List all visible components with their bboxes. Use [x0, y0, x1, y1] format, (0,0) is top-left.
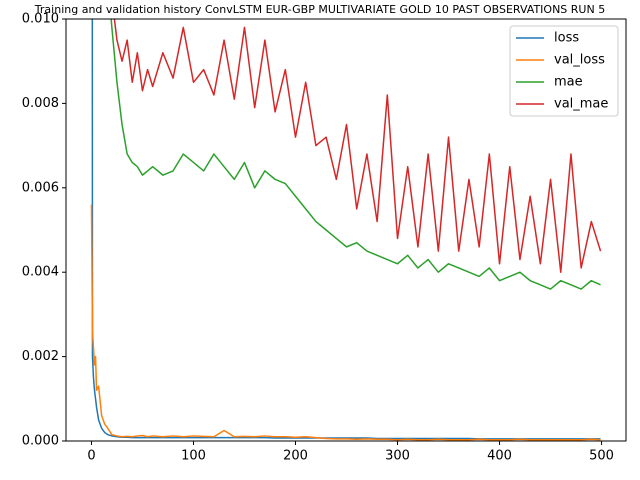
series-line: [91, 19, 601, 440]
axes-frame: [65, 18, 627, 442]
legend-label: loss: [554, 31, 579, 46]
series-line: [110, 19, 601, 290]
y-tick-label: 0.008: [22, 96, 59, 111]
x-tick-label: 100: [181, 449, 206, 464]
x-tick-label: 500: [589, 449, 614, 464]
y-tick-label: 0.002: [22, 349, 59, 364]
x-tick-label: 0: [87, 449, 95, 464]
x-tick-label: 300: [385, 449, 410, 464]
y-tick-label: 0.000: [22, 434, 59, 449]
y-tick-label: 0.006: [22, 180, 59, 195]
legend-label: val_mae: [554, 97, 608, 112]
legend-box: [509, 25, 619, 117]
series-line: [90, 204, 601, 441]
plot-area: [90, 19, 602, 441]
x-tick-label: 400: [487, 449, 512, 464]
y-tick-label: 0.010: [22, 12, 59, 27]
legend-label: mae: [554, 75, 583, 90]
chart-title: Training and validation history ConvLSTM…: [34, 3, 605, 16]
x-tick-label: 200: [283, 449, 308, 464]
series-line: [113, 19, 602, 273]
y-tick-label: 0.004: [22, 265, 59, 280]
legend-label: val_loss: [554, 53, 605, 68]
